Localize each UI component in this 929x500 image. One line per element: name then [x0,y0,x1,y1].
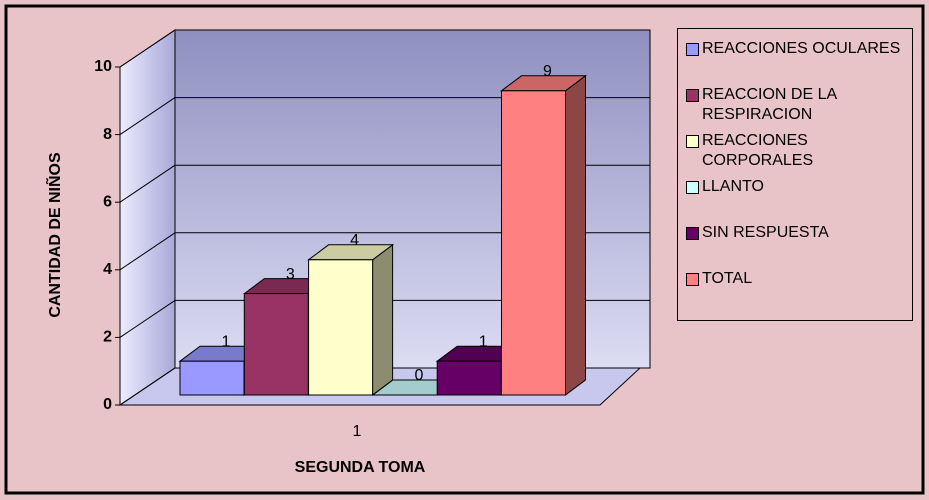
data-label: 3 [286,266,295,283]
legend-entry: TOTAL [686,269,902,309]
legend-entry: REACCION DE LA RESPIRACION [686,85,902,125]
legend-label: REACCION DE LA RESPIRACION [702,86,837,123]
x-tick-label: 1 [353,423,362,440]
legend-entry: REACCIONES CORPORALES [686,131,902,171]
bar-side [372,243,394,396]
y-tick-label: 4 [103,261,112,278]
legend-entry: REACCIONES OCULARES [686,39,902,79]
bar-side [565,74,586,396]
side-wall [119,29,176,406]
legend: REACCIONES OCULARES REACCION DE LA RESPIR… [677,28,913,321]
y-tick-label: 6 [103,193,112,210]
bar [501,90,566,396]
x-axis-title: SEGUNDA TOMA [295,459,426,476]
data-label: 1 [479,333,488,350]
legend-label: LLANTO [702,178,764,195]
legend-swatch [686,227,699,240]
grid-line [119,232,176,271]
grid-line [119,29,176,68]
legend-label: REACCIONES CORPORALES [702,132,814,169]
y-tick-label: 2 [103,329,112,346]
legend-entry: SIN RESPUESTA [686,223,902,263]
grid-line [119,367,176,406]
legend-swatch [686,273,699,286]
grid-line [119,164,176,203]
data-label: 0 [414,367,423,384]
bar [436,360,502,396]
legend-swatch [686,135,699,148]
legend-swatch [686,181,699,194]
bar [308,259,374,396]
legend-label: TOTAL [702,270,753,287]
data-label: 1 [222,333,231,350]
border [4,4,925,495]
legend-swatch [686,89,699,102]
data-label: 4 [350,232,359,249]
bar [179,360,245,396]
legend-label: REACCIONES OCULARES [702,40,901,57]
legend-entry: LLANTO [686,177,902,217]
grid-line [119,97,176,136]
y-tick-label: 0 [103,396,112,413]
data-label: 9 [543,63,552,80]
legend-swatch [686,43,699,56]
grid-line [119,299,176,338]
legend-label: SIN RESPUESTA [702,224,829,241]
bar [243,293,309,396]
y-axis-title: CANTIDAD DE NIÑOS [44,152,64,318]
y-tick-label: 10 [94,58,112,75]
y-tick-label: 8 [103,126,112,143]
